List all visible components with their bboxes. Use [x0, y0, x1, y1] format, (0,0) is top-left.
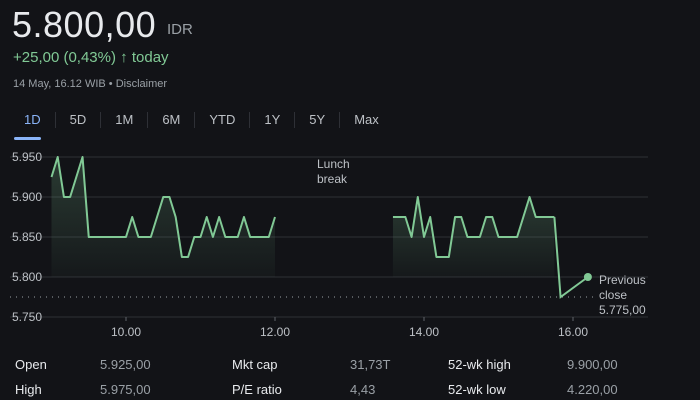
divider	[339, 112, 341, 128]
tab-max[interactable]: Max	[354, 112, 379, 127]
stat-52wk-low-value: 4.220,00	[567, 382, 618, 397]
stat-52wk-low-label: 52-wk low	[448, 382, 506, 397]
divider	[294, 112, 296, 128]
current-price-dot	[583, 273, 592, 281]
divider	[249, 112, 251, 128]
stat-open-label: Open	[15, 357, 47, 372]
lunch-break-annotation: Lunch break	[317, 157, 350, 186]
stat-open-value: 5.925,00	[100, 357, 151, 372]
y-tick-label: 5.900	[12, 190, 42, 204]
change-period: today	[131, 49, 169, 66]
stat-52wk-high-value: 9.900,00	[567, 357, 618, 372]
price-chart[interactable]: 5.950 5.900 5.850 5.800 5.750 10.00 12.00 14.00…	[0, 140, 700, 340]
y-tick-label: 5.950	[12, 150, 42, 164]
price-line-closing	[553, 216, 589, 299]
divider	[147, 112, 149, 128]
current-price: 5.800,00	[12, 4, 157, 45]
y-tick-label: 5.750	[12, 310, 42, 324]
price-line	[50, 156, 276, 258]
stat-mktcap-value: 31,73T	[350, 357, 391, 372]
divider	[54, 112, 56, 128]
area-fill	[51, 157, 275, 277]
tab-1m[interactable]: 1M	[115, 112, 134, 127]
change-value: +25,00 (0,43%)	[13, 49, 116, 66]
y-tick-label: 5.850	[12, 230, 42, 244]
stat-high-value: 5.975,00	[100, 382, 151, 397]
price-change: +25,00 (0,43%) ↑ today	[13, 49, 169, 66]
tab-1y[interactable]: 1Y	[264, 112, 281, 127]
x-tick-label: 10.00	[111, 325, 141, 339]
stat-pe-value: 4,43	[350, 382, 376, 397]
disclaimer-link[interactable]: Disclaimer	[115, 78, 168, 90]
tab-6m[interactable]: 6M	[162, 112, 181, 127]
x-tick-label: 16.00	[558, 325, 588, 339]
timestamp-line: 14 May, 16.12 WIB • Disclaimer	[13, 78, 167, 90]
stat-pe-label: P/E ratio	[232, 382, 282, 397]
divider	[100, 112, 102, 128]
currency-label: IDR	[167, 21, 193, 38]
y-tick-label: 5.800	[12, 270, 42, 284]
x-tick-label: 12.00	[260, 325, 290, 339]
tab-ytd[interactable]: YTD	[209, 112, 236, 127]
x-tick-label: 14.00	[409, 325, 439, 339]
range-tabs: 1D 5D 1M 6M YTD 1Y 5Y Max	[10, 110, 393, 140]
previous-close-label: Previous close 5.775,00	[599, 273, 649, 317]
price-line	[392, 196, 555, 258]
stat-high-label: High	[15, 382, 42, 397]
arrow-up-icon: ↑	[120, 49, 128, 66]
separator: •	[108, 78, 113, 90]
tab-1d[interactable]: 1D	[10, 110, 55, 140]
tab-5y[interactable]: 5Y	[309, 112, 326, 127]
stat-mktcap-label: Mkt cap	[232, 357, 278, 372]
stat-52wk-high-label: 52-wk high	[448, 357, 511, 372]
timestamp: 14 May, 16.12 WIB	[13, 78, 106, 90]
tab-5d[interactable]: 5D	[69, 112, 87, 127]
divider	[194, 112, 196, 128]
